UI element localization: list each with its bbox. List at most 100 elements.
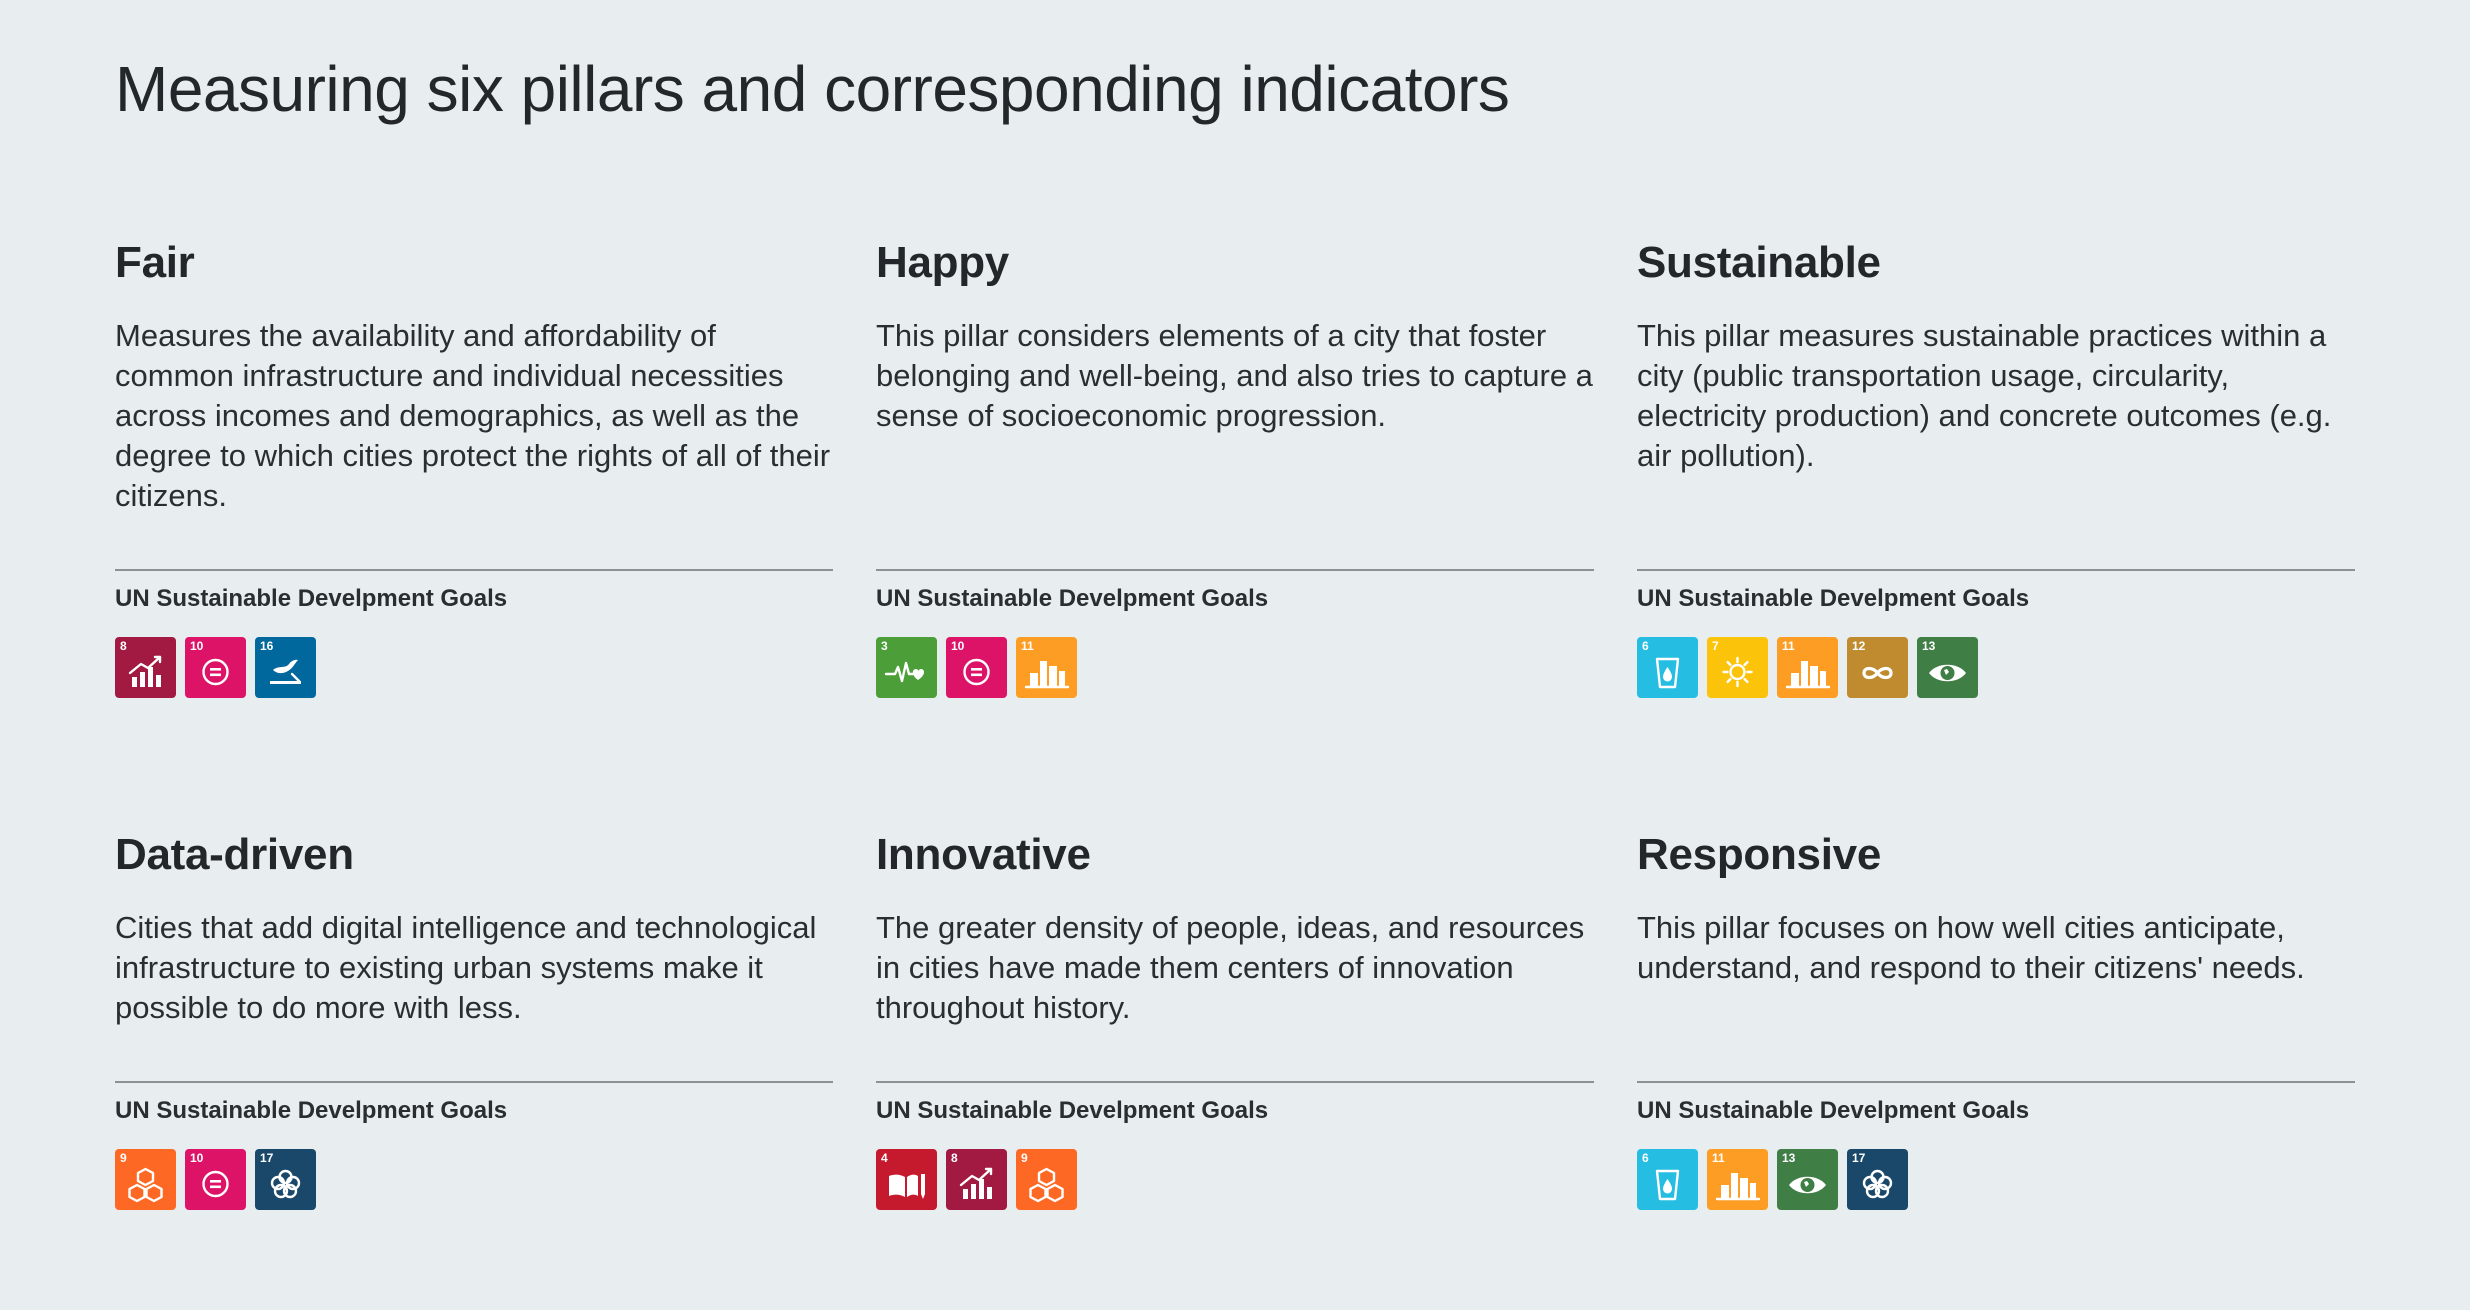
cubes-icon (1029, 1167, 1064, 1203)
sdg-goal-16-icon: 16 (255, 637, 316, 698)
pillar-description: This pillar measures sustainable practic… (1637, 318, 2332, 473)
eye-earth-icon (1789, 1176, 1826, 1194)
partnership-rings-icon (1862, 1169, 1893, 1199)
sdg-section: UN Sustainable Develpment Goals 3 10 11 (876, 569, 1594, 698)
pillar-happy: Happy This pillar considers elements of … (876, 238, 1594, 698)
sdg-section: UN Sustainable Develpment Goals 6 11 13 17 (1637, 1081, 2355, 1210)
pillar-description: The greater density of people, ideas, an… (876, 910, 1585, 1025)
city-buildings-icon (1024, 661, 1070, 689)
city-buildings-icon (1785, 661, 1831, 689)
sdg-section: UN Sustainable Develpment Goals 8 10 16 (115, 569, 833, 698)
pillar-description: Measures the availability and affordabil… (115, 318, 831, 513)
sdg-goal-number: 10 (190, 1151, 204, 1165)
sdg-goal-13-icon: 13 (1917, 637, 1978, 698)
sdg-label: UN Sustainable Develpment Goals (1637, 585, 2030, 612)
growth-chart-icon (959, 1167, 993, 1199)
sdg-goal-number: 11 (1712, 1151, 1725, 1165)
sdg-goal-11-icon: 11 (1016, 637, 1077, 698)
sdg-goal-number: 12 (1852, 639, 1866, 653)
sdg-goal-17-icon: 17 (255, 1149, 316, 1210)
sdg-goal-11-icon: 11 (1777, 637, 1838, 698)
sdg-icons: 4 8 9 (876, 1149, 1594, 1210)
water-glass-icon (1655, 657, 1680, 689)
sdg-icons: 8 10 16 (115, 637, 833, 698)
sdg-goal-3-icon: 3 (876, 637, 937, 698)
sdg-goal-number: 6 (1642, 1151, 1649, 1165)
pillar-responsive: Responsive This pillar focuses on how we… (1637, 830, 2355, 1210)
sdg-goal-number: 8 (120, 639, 127, 653)
sdg-goal-8-icon: 8 (115, 637, 176, 698)
sdg-goal-number: 11 (1021, 639, 1034, 653)
pillar-title: Happy (876, 238, 1009, 287)
sdg-goal-number: 9 (120, 1151, 127, 1165)
sdg-goal-number: 8 (951, 1151, 958, 1165)
sdg-label: UN Sustainable Develpment Goals (1637, 1097, 2030, 1124)
cubes-icon (128, 1167, 163, 1203)
sdg-goal-6-icon: 6 (1637, 637, 1698, 698)
sdg-label: UN Sustainable Develpment Goals (876, 1097, 1269, 1124)
sdg-goal-9-icon: 9 (115, 1149, 176, 1210)
sdg-goal-13-icon: 13 (1777, 1149, 1838, 1210)
dove-gavel-icon (270, 659, 301, 684)
sdg-label: UN Sustainable Develpment Goals (115, 585, 508, 612)
sdg-goal-number: 17 (260, 1151, 274, 1165)
sdg-goal-7-icon: 7 (1707, 637, 1768, 698)
pillar-title: Responsive (1637, 830, 1881, 879)
pillar-title: Data-driven (115, 830, 354, 879)
sdg-goal-number: 13 (1782, 1151, 1796, 1165)
sdg-goal-8-icon: 8 (946, 1149, 1007, 1210)
sdg-goal-10-icon: 10 (185, 637, 246, 698)
sdg-goal-4-icon: 4 (876, 1149, 937, 1210)
sdg-goal-number: 9 (1021, 1151, 1028, 1165)
sdg-goal-10-icon: 10 (185, 1149, 246, 1210)
equality-icon (202, 658, 229, 686)
pillar-description: Cities that add digital intelligence and… (115, 910, 817, 1025)
pillar-data-driven: Data-driven Cities that add digital inte… (115, 830, 833, 1210)
sdg-label: UN Sustainable Develpment Goals (876, 585, 1269, 612)
pillar-title: Fair (115, 238, 195, 287)
equality-icon (202, 1170, 229, 1198)
sdg-goal-number: 13 (1922, 639, 1936, 653)
sdg-goal-number: 10 (951, 639, 965, 653)
sdg-goal-number: 3 (881, 639, 888, 653)
heartbeat-icon (884, 661, 925, 683)
sdg-goal-number: 7 (1712, 639, 1719, 653)
sdg-goal-10-icon: 10 (946, 637, 1007, 698)
sdg-goal-number: 6 (1642, 639, 1649, 653)
sdg-icons: 6 11 13 17 (1637, 1149, 2355, 1210)
sdg-label: UN Sustainable Develpment Goals (115, 1097, 508, 1124)
sdg-section: UN Sustainable Develpment Goals 4 8 9 (876, 1081, 1594, 1210)
sdg-goal-12-icon: 12 (1847, 637, 1908, 698)
sdg-goal-6-icon: 6 (1637, 1149, 1698, 1210)
sdg-goal-number: 10 (190, 639, 204, 653)
sdg-section: UN Sustainable Develpment Goals 6 7 11 12 13 (1637, 569, 2355, 698)
pillar-fair: Fair Measures the availability and affor… (115, 238, 833, 698)
sdg-goal-number: 4 (881, 1151, 888, 1165)
sdg-icons: 3 10 11 (876, 637, 1594, 698)
sdg-goal-number: 17 (1852, 1151, 1866, 1165)
water-glass-icon (1655, 1169, 1680, 1201)
sdg-goal-number: 16 (260, 639, 274, 653)
sdg-icons: 9 10 17 (115, 1149, 833, 1210)
pillar-description: This pillar focuses on how well cities a… (1637, 910, 2305, 985)
sdg-goal-17-icon: 17 (1847, 1149, 1908, 1210)
infinity-icon (1862, 666, 1893, 680)
sdg-goal-9-icon: 9 (1016, 1149, 1077, 1210)
sdg-goal-11-icon: 11 (1707, 1149, 1768, 1210)
sun-power-icon (1722, 656, 1753, 688)
pillar-sustainable: Sustainable This pillar measures sustain… (1637, 238, 2355, 698)
partnership-rings-icon (270, 1169, 301, 1199)
book-pencil-icon (889, 1174, 925, 1199)
pillar-title: Sustainable (1637, 238, 1881, 287)
pillar-description: This pillar considers elements of a city… (876, 318, 1593, 433)
sdg-goal-number: 11 (1782, 639, 1795, 653)
pillar-innovative: Innovative The greater density of people… (876, 830, 1594, 1210)
city-buildings-icon (1715, 1173, 1761, 1201)
sdg-icons: 6 7 11 12 13 (1637, 637, 2355, 698)
sdg-section: UN Sustainable Develpment Goals 9 10 17 (115, 1081, 833, 1210)
equality-icon (963, 658, 990, 686)
eye-earth-icon (1929, 664, 1966, 682)
pillar-title: Innovative (876, 830, 1091, 879)
growth-chart-icon (128, 655, 162, 687)
